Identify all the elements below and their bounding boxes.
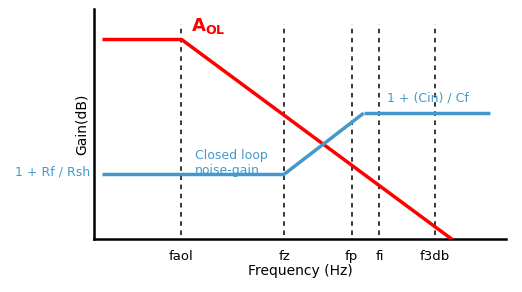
Text: f3db: f3db	[420, 250, 450, 263]
Text: 1 + (Cin) / Cf: 1 + (Cin) / Cf	[387, 91, 469, 105]
Text: fz: fz	[278, 250, 290, 263]
Text: Closed loop
noise-gain: Closed loop noise-gain	[195, 149, 268, 177]
Text: fi: fi	[375, 250, 384, 263]
Text: 1 + Rf / Rsh: 1 + Rf / Rsh	[15, 166, 90, 178]
Text: $\mathbf{A_{OL}}$: $\mathbf{A_{OL}}$	[191, 16, 226, 36]
X-axis label: Frequency (Hz): Frequency (Hz)	[248, 265, 352, 279]
Text: fp: fp	[345, 250, 358, 263]
Y-axis label: Gain(dB): Gain(dB)	[75, 93, 88, 155]
Text: faol: faol	[169, 250, 194, 263]
